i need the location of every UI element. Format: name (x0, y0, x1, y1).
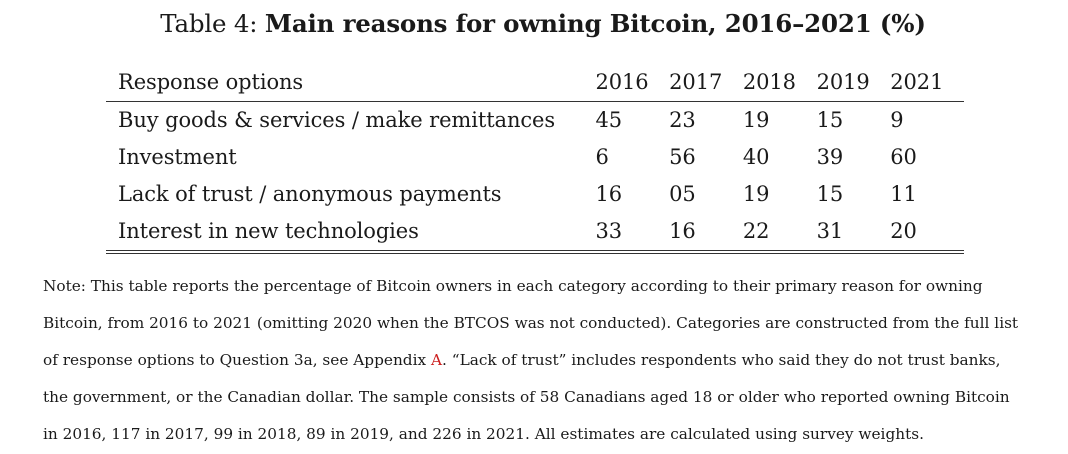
table-cell: 33 (595, 213, 670, 254)
table-cell: 22 (742, 213, 817, 254)
table-cell: 60 (890, 145, 917, 169)
table-cell: 19 (742, 182, 770, 206)
appendix-a-link[interactable]: A (430, 351, 443, 369)
column-header-2016: 2016 (595, 64, 670, 102)
table-row: Lack of trust / anonymous payments 16 05… (106, 176, 964, 213)
row-label: Lack of trust / anonymous payments (118, 182, 502, 206)
note-line: the government, or the Canadian dollar. … (43, 388, 1010, 406)
row-label: Interest in new technologies (106, 213, 596, 254)
note-text: . “Lack of trust” includes respondents w… (442, 351, 1001, 369)
table-cell: 15 (816, 108, 844, 132)
column-header-2019: 2019 (816, 64, 891, 102)
column-header-2017: 2017 (669, 64, 743, 102)
table-cell: 16 (669, 213, 743, 254)
row-label: Investment (118, 145, 237, 169)
table-cell: 05 (669, 182, 696, 206)
table-row: Interest in new technologies 33 16 22 31… (106, 213, 964, 254)
table-cell: 45 (595, 108, 622, 132)
caption-prefix: Table 4: (160, 9, 265, 38)
column-header-2021: 2021 (890, 64, 964, 102)
table-cell: 19 (742, 108, 770, 132)
table-cell: 6 (595, 145, 609, 169)
table-cell: 16 (595, 182, 622, 206)
bitcoin-reasons-table: Response options 2016 2017 2018 2019 202… (106, 64, 964, 254)
table-cell: 9 (890, 108, 904, 132)
table-cell: 20 (890, 213, 964, 254)
note-line: Note: This table reports the percentage … (43, 277, 983, 295)
caption-title: Main reasons for owning Bitcoin, 2016–20… (264, 9, 926, 38)
column-header-response-options: Response options (106, 64, 596, 102)
table-note: Note: This table reports the percentage … (43, 268, 1053, 453)
table-header-row: Response options 2016 2017 2018 2019 202… (106, 64, 964, 102)
table-cell: 23 (669, 108, 696, 132)
table-cell: 15 (816, 182, 844, 206)
table-cell: 31 (816, 213, 891, 254)
table-cell: 56 (669, 145, 696, 169)
note-text: of response options to Question 3a, see … (43, 351, 431, 369)
table-caption: Table 4: Main reasons for owning Bitcoin… (0, 8, 1068, 40)
note-line: in 2016, 117 in 2017, 99 in 2018, 89 in … (43, 425, 924, 443)
table-row: Buy goods & services / make remittances … (106, 102, 964, 140)
table-cell: 39 (816, 145, 844, 169)
column-header-2018: 2018 (742, 64, 817, 102)
note-line: of response options to Question 3a, see … (43, 342, 1053, 379)
row-label: Buy goods & services / make remittances (118, 108, 556, 132)
table-cell: 40 (742, 145, 770, 169)
table-row: Investment 6 56 40 39 60 (106, 139, 964, 176)
table-cell: 11 (890, 182, 917, 206)
note-line: Bitcoin, from 2016 to 2021 (omitting 202… (43, 314, 1019, 332)
